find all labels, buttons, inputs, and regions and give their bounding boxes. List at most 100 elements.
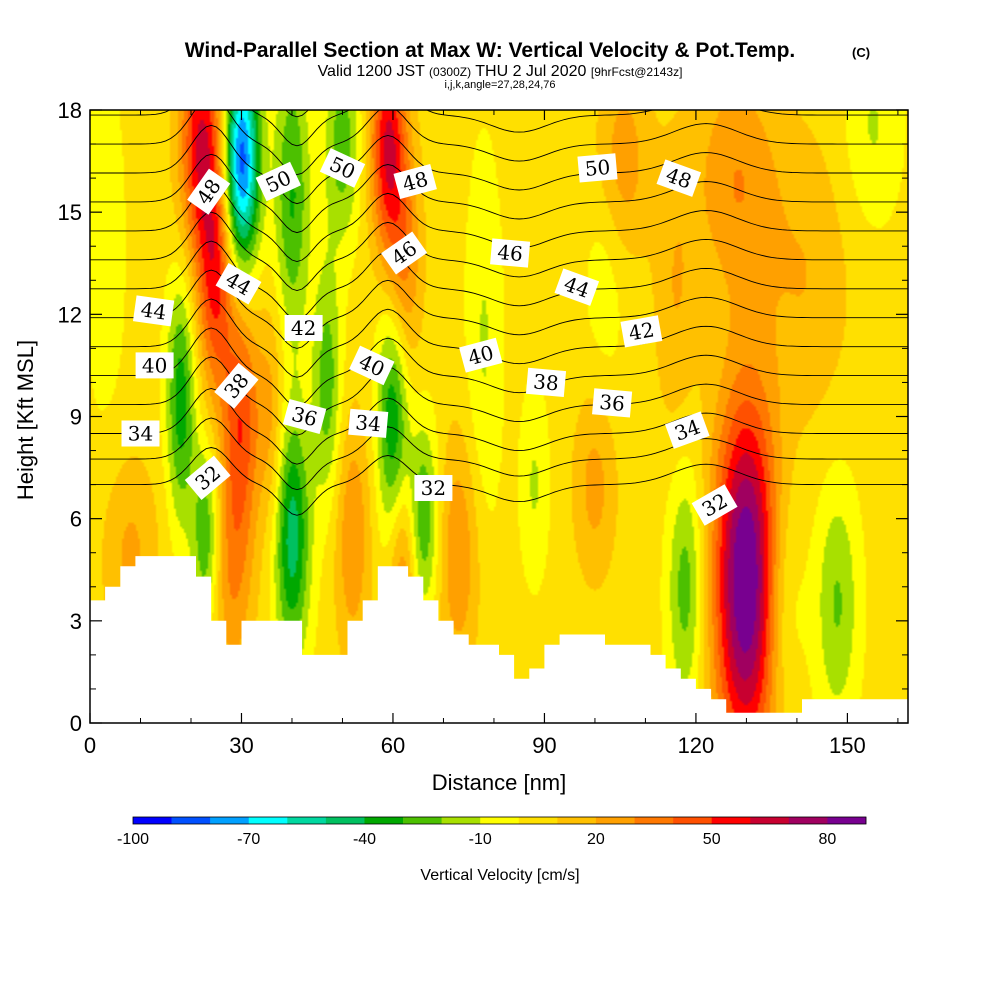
- contour-label: 50: [577, 153, 618, 183]
- theta-contour-45: [90, 110, 908, 147]
- colorbar: [132, 816, 867, 825]
- colorbar-segment: [210, 817, 250, 824]
- valid-utc: (0300Z): [429, 65, 471, 79]
- contour-label-box: [187, 168, 231, 215]
- y-axis-label: Height [Kft MSL]: [13, 340, 38, 500]
- contour-label-box: [319, 148, 366, 188]
- contour-label-box: [348, 408, 389, 438]
- contour-label-box: [620, 315, 663, 348]
- x-tick-label: 0: [84, 733, 96, 758]
- contour-label: 42: [620, 315, 663, 348]
- contour-label-box: [214, 362, 259, 409]
- colorbar-segment: [287, 817, 327, 824]
- chart-title: Wind-Parallel Section at Max W: Vertical…: [185, 39, 796, 62]
- contour-label-box: [592, 388, 633, 418]
- contour-label-box: [255, 161, 302, 202]
- colorbar-segment: [403, 817, 442, 824]
- contour-label: 34: [121, 420, 160, 447]
- colorbar-segment: [557, 817, 597, 824]
- contour-label-text: 36: [598, 390, 625, 416]
- colorbar-tick-label: -70: [237, 831, 260, 848]
- contour-label-text: 40: [142, 353, 167, 377]
- colorbar-frame: [132, 816, 867, 825]
- colorbar-segment: [480, 817, 520, 824]
- contour-label-box: [132, 295, 175, 327]
- y-tick-label: 12: [58, 302, 82, 327]
- x-axis: 0 30 60 90 120 150: [84, 110, 899, 758]
- contour-label: 44: [132, 295, 175, 327]
- contour-label: 32: [414, 475, 453, 501]
- colorbar-segment: [711, 817, 751, 824]
- contour-label-text: 42: [291, 316, 316, 340]
- colorbar-segment: [673, 817, 712, 824]
- theta-contour-43: [90, 124, 908, 205]
- x-tick-label: 120: [678, 733, 715, 758]
- colorbar-segment: [325, 817, 365, 824]
- contour-label: 40: [135, 352, 174, 379]
- contour-label-box: [414, 475, 453, 501]
- vertical-velocity-field: [90, 110, 908, 723]
- x-tick-label: 30: [229, 733, 253, 758]
- contour-label-box: [525, 367, 567, 398]
- y-tick-label: 0: [70, 711, 82, 736]
- contour-label-box: [135, 352, 174, 379]
- contour-label-text: 32: [421, 476, 446, 500]
- y-tick-label: 9: [70, 405, 82, 430]
- colorbar-segment: [364, 817, 404, 824]
- contour-label: 40: [459, 337, 503, 373]
- colorbar-segment: [788, 817, 828, 824]
- grid-indices: i,j,k,angle=27,28,24,76: [444, 79, 555, 91]
- colorbar-segment: [441, 817, 481, 824]
- contour-label-box: [184, 455, 231, 500]
- x-tick-label: 150: [829, 733, 866, 758]
- contour-label-box: [656, 159, 702, 197]
- colorbar-segment: [750, 817, 790, 824]
- colorbar-tick-label: -10: [469, 831, 492, 848]
- valid-time-line: Valid 1200 JST (0300Z) THU 2 Jul 2020 [9…: [318, 63, 683, 80]
- colorbar-tick-label: 50: [703, 831, 721, 848]
- colorbar-segment: [248, 817, 288, 824]
- theta-contour-32: [90, 447, 908, 516]
- contour-label: 48: [393, 164, 437, 199]
- theta-contour-33: [90, 417, 908, 491]
- y-tick-label: 18: [58, 98, 82, 123]
- contour-label-box: [215, 262, 262, 305]
- colorbar-segment: [827, 817, 867, 824]
- theta-contour-39: [90, 240, 908, 320]
- colorbar-tick-label: -100: [117, 831, 149, 848]
- x-tick-label: 60: [381, 733, 405, 758]
- theta-contour-50: [90, 0, 908, 1]
- theta-contour-44: [90, 110, 908, 176]
- x-tick-label: 90: [532, 733, 556, 758]
- contour-label-box: [490, 238, 531, 268]
- colorbar-tick-label: 20: [587, 831, 605, 848]
- contour-label-text: 50: [584, 155, 611, 181]
- contour-label: 42: [284, 315, 323, 341]
- contour-label-text: 34: [354, 410, 381, 436]
- contour-label-text: 34: [128, 422, 153, 446]
- contour-label-box: [577, 153, 618, 183]
- contour-label-text: 42: [627, 317, 656, 345]
- contour-label: 36: [282, 399, 327, 434]
- contour-label-text: 46: [496, 240, 523, 266]
- theta-contour-36: [90, 327, 908, 407]
- colorbar-segment: [595, 817, 635, 824]
- theta-contour-35: [90, 356, 908, 436]
- valid-date: THU 2 Jul 2020: [475, 63, 586, 80]
- colorbar-tick-labels: -100 -70 -40 -10 20 50 80: [117, 831, 836, 848]
- x-axis-label: Distance [nm]: [432, 770, 567, 795]
- contour-label-box: [459, 337, 503, 373]
- colorbar-label: Vertical Velocity [cm/s]: [420, 867, 579, 884]
- colorbar-tick-label: 80: [819, 831, 837, 848]
- contour-label-box: [121, 420, 160, 447]
- valid-prefix: Valid 1200 JST: [318, 63, 426, 80]
- contour-label-box: [554, 268, 600, 306]
- colorbar-segment: [133, 817, 172, 824]
- copyright-mark: (C): [852, 45, 870, 60]
- colorbar-tick-label: -40: [353, 831, 376, 848]
- contour-label: 46: [490, 238, 531, 268]
- contour-label-box: [284, 315, 323, 341]
- terrain: [90, 556, 908, 723]
